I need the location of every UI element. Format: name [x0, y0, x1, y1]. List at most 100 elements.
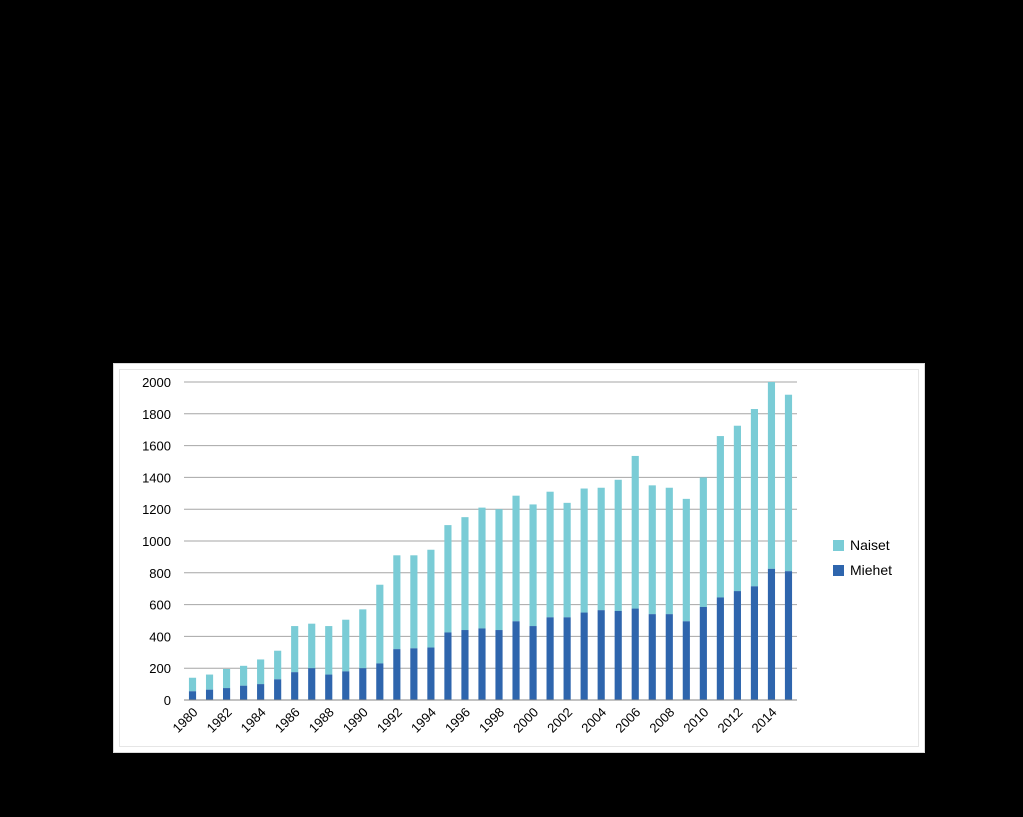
- x-tick-label: 1988: [306, 705, 337, 736]
- bar-miehet: [222, 688, 231, 700]
- legend-swatch: [833, 540, 844, 551]
- bar-miehet: [376, 663, 384, 700]
- bar-miehet: [750, 586, 759, 700]
- bar-naiset: [188, 677, 197, 692]
- bar-naiset: [716, 436, 724, 598]
- y-tick-label: 2000: [142, 375, 171, 390]
- bar-miehet: [716, 597, 724, 700]
- x-tick-label: 2008: [646, 705, 677, 736]
- bar-naiset: [240, 665, 248, 686]
- bar-naiset: [427, 549, 435, 648]
- bar-naiset: [750, 409, 759, 587]
- y-tick-label: 0: [164, 693, 171, 708]
- bar-miehet: [529, 626, 537, 700]
- bar-naiset: [546, 491, 554, 618]
- bar-naiset: [257, 659, 265, 685]
- stacked-bar-chart: 0 200 400 600 800 1000 1200 1400 1600 1800 2000 198…: [142, 375, 892, 736]
- bar-miehet: [410, 648, 418, 700]
- bar-miehet: [359, 668, 367, 700]
- bar-naiset: [444, 525, 452, 633]
- x-tick-label: 1996: [442, 705, 473, 736]
- bar-miehet: [512, 621, 520, 700]
- bar-naiset: [733, 425, 741, 592]
- bar-miehet: [631, 608, 639, 700]
- x-tick-label: 2004: [578, 705, 609, 736]
- x-tick-label: 2014: [749, 705, 780, 736]
- bar-naiset: [648, 485, 656, 615]
- legend-swatch: [833, 565, 844, 576]
- x-tick-label: 2006: [612, 705, 643, 736]
- bar-miehet: [648, 614, 656, 700]
- bar-naiset: [205, 674, 214, 690]
- y-tick-label: 400: [149, 629, 171, 644]
- bar-naiset: [359, 609, 367, 669]
- bar-naiset: [393, 555, 401, 650]
- bar-miehet: [682, 621, 690, 700]
- bar-miehet: [393, 649, 401, 700]
- x-tick-label: 1990: [340, 705, 371, 736]
- x-tick-label: 1992: [374, 705, 405, 736]
- x-tick-label: 2000: [510, 705, 541, 736]
- bar-naiset: [784, 394, 793, 572]
- y-tick-label: 200: [149, 661, 171, 676]
- bar-miehet: [597, 610, 605, 700]
- bar-miehet: [427, 647, 435, 700]
- bar-miehet: [257, 684, 265, 700]
- bar-naiset: [495, 509, 503, 631]
- y-tick-label: 1000: [142, 534, 171, 549]
- x-tick-label: 2012: [714, 705, 745, 736]
- bar-miehet: [461, 630, 469, 700]
- x-tick-label: 1998: [476, 705, 507, 736]
- y-tick-label: 1800: [142, 407, 171, 422]
- bar-naiset: [767, 382, 776, 569]
- bar-naiset: [461, 517, 469, 631]
- bar-naiset: [222, 668, 231, 689]
- bar-miehet: [580, 612, 588, 700]
- bar-miehet: [733, 591, 741, 700]
- bar-naiset: [308, 623, 316, 669]
- y-tick-label: 600: [149, 598, 171, 613]
- bar-naiset: [563, 502, 571, 618]
- bar-miehet: [614, 610, 622, 700]
- bar-naiset: [580, 488, 588, 613]
- bar-miehet: [444, 632, 452, 700]
- bar-naiset: [410, 555, 418, 649]
- bar-miehet: [308, 668, 316, 700]
- x-tick-label: 1994: [408, 705, 439, 736]
- bar-naiset: [529, 504, 537, 627]
- bar-naiset: [512, 495, 520, 622]
- x-tick-label: 1982: [204, 705, 235, 736]
- bar-miehet: [546, 617, 554, 700]
- bar-miehet: [240, 685, 248, 700]
- bar-miehet: [291, 672, 299, 700]
- y-tick-label: 1600: [142, 439, 171, 454]
- x-tick-label: 1986: [272, 705, 303, 736]
- y-tick-label: 1200: [142, 502, 171, 517]
- bar-naiset: [274, 650, 282, 680]
- bar-miehet: [699, 606, 707, 700]
- bar-naiset: [682, 498, 690, 622]
- x-tick-label: 1980: [170, 705, 201, 736]
- legend-label: Naiset: [850, 537, 890, 553]
- bar-naiset: [631, 455, 639, 609]
- bar-naiset: [597, 487, 605, 611]
- bar-naiset: [291, 626, 299, 673]
- y-tick-label: 1400: [142, 470, 171, 485]
- bar-miehet: [478, 628, 486, 700]
- y-tick-label: 800: [149, 566, 171, 581]
- bar-miehet: [767, 568, 776, 700]
- bar-naiset: [614, 479, 622, 611]
- legend-label: Miehet: [850, 562, 892, 578]
- bar-miehet: [495, 630, 503, 700]
- bar-naiset: [325, 626, 333, 675]
- bar-miehet: [325, 674, 333, 700]
- bar-naiset: [699, 477, 707, 607]
- bar-miehet: [342, 671, 350, 700]
- x-tick-label: 2002: [544, 705, 575, 736]
- bar-miehet: [188, 691, 197, 700]
- bar-naiset: [342, 619, 350, 672]
- bar-naiset: [478, 507, 486, 629]
- x-tick-label: 2010: [680, 705, 711, 736]
- bar-miehet: [784, 571, 793, 700]
- bar-miehet: [205, 689, 214, 700]
